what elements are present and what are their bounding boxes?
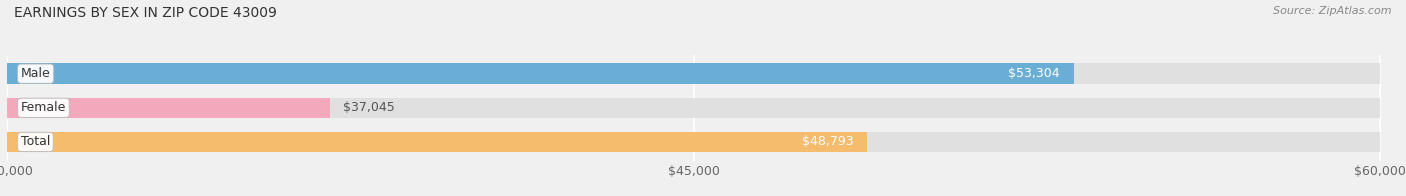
Text: Female: Female	[21, 101, 66, 114]
Text: Source: ZipAtlas.com: Source: ZipAtlas.com	[1274, 6, 1392, 16]
Text: EARNINGS BY SEX IN ZIP CODE 43009: EARNINGS BY SEX IN ZIP CODE 43009	[14, 6, 277, 20]
Text: $53,304: $53,304	[1008, 67, 1060, 80]
Text: $37,045: $37,045	[343, 101, 395, 114]
Text: $48,793: $48,793	[801, 135, 853, 148]
Bar	[7, 98, 1381, 118]
Text: Total: Total	[21, 135, 51, 148]
Bar	[7, 132, 868, 152]
Bar	[7, 64, 1381, 84]
Bar	[7, 132, 1381, 152]
Bar	[7, 98, 329, 118]
Bar	[7, 64, 1074, 84]
Text: Male: Male	[21, 67, 51, 80]
